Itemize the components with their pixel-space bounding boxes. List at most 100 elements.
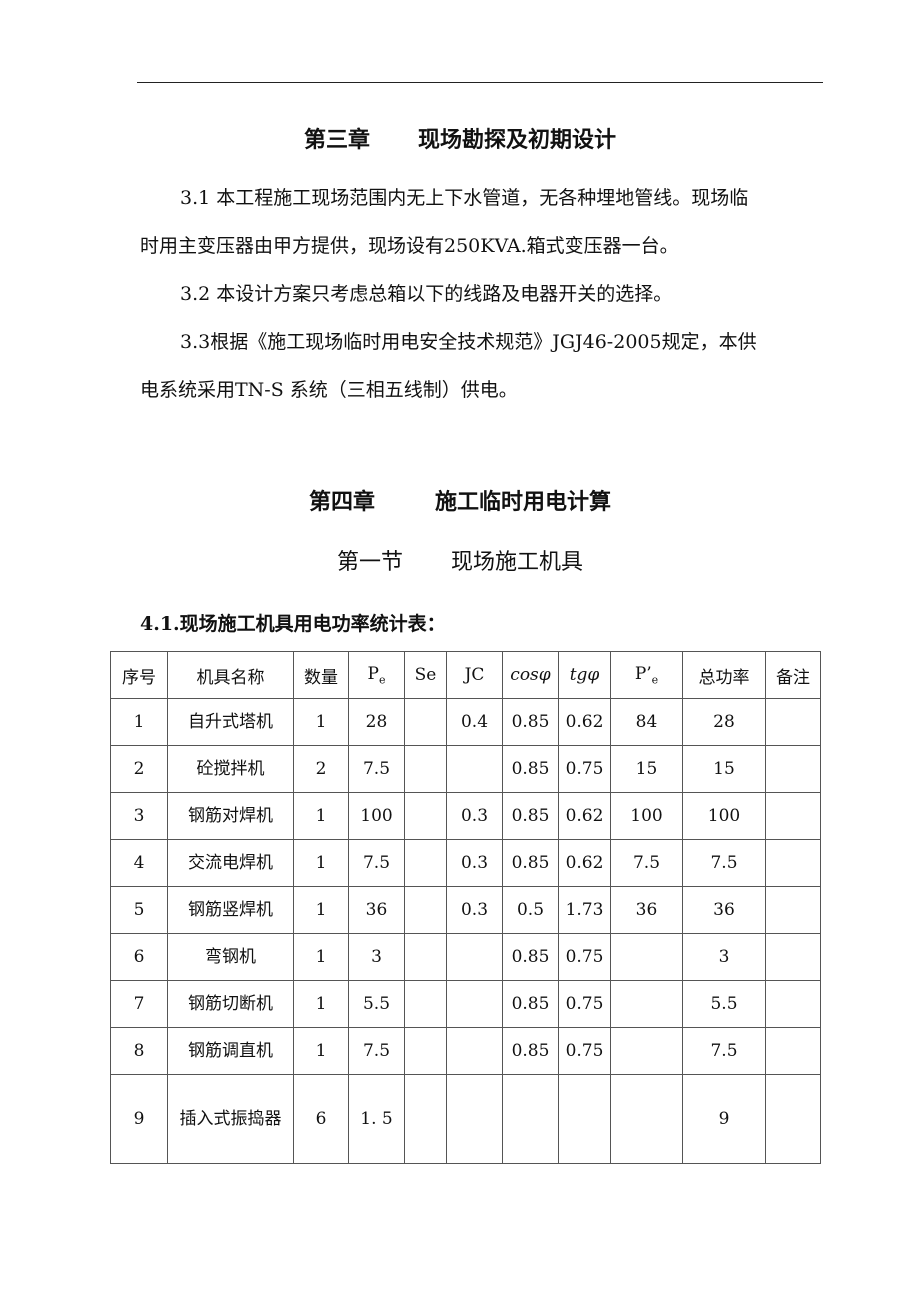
table-row: 8 钢筋调直机 1 7.5 0.85 0.75 7.5 [110, 1027, 821, 1075]
table-cell [446, 980, 503, 1028]
table-cell: 0.62 [558, 792, 611, 840]
table-cell: 9 [682, 1074, 766, 1164]
para-3-1-line1: 3.1 本工程施工现场范围内无上下水管道，无各种埋地管线。现场临 [180, 187, 749, 209]
table-cell: 0.3 [446, 839, 503, 887]
table-row: 7 钢筋切断机 1 5.5 0.85 0.75 5.5 [110, 980, 821, 1028]
para-3-3-line1: 3.3根据《施工现场临时用电安全技术规范》JGJ46-2005规定，本供 [180, 331, 757, 353]
table-cell [446, 745, 503, 793]
table-cell [404, 698, 447, 746]
table-cell: 3 [348, 933, 405, 981]
table-cell: 100 [682, 792, 766, 840]
table-cell: 7.5 [682, 839, 766, 887]
table-caption: 4.1.现场施工机具用电功率统计表： [140, 613, 446, 635]
table-cell: 1.73 [558, 886, 611, 934]
table-cell: 0.3 [446, 886, 503, 934]
table-cell: 9 [110, 1074, 168, 1164]
header-cell: JC [446, 651, 503, 699]
table-cell [404, 745, 447, 793]
section-title: 第一节 现场施工机具 [336, 550, 584, 575]
table-row: 3 钢筋对焊机 1 100 0.3 0.85 0.62 100 100 [110, 792, 821, 840]
table-cell: 0.85 [502, 980, 559, 1028]
table-cell: 弯钢机 [167, 933, 294, 981]
table-cell: 0.85 [502, 745, 559, 793]
table-cell: 7.5 [348, 1027, 405, 1075]
table-cell: 84 [610, 698, 683, 746]
table-cell: 7.5 [682, 1027, 766, 1075]
table-cell: 5.5 [348, 980, 405, 1028]
table-cell [610, 980, 683, 1028]
header-cell: 机具名称 [167, 651, 294, 699]
header-cell: Se [404, 651, 447, 699]
table-cell: 钢筋对焊机 [167, 792, 294, 840]
table-cell [446, 933, 503, 981]
table-cell: 1 [293, 792, 349, 840]
table-cell [765, 839, 821, 887]
header-cell: tgφ [558, 651, 611, 699]
table-cell: 钢筋切断机 [167, 980, 294, 1028]
table-cell: 0.75 [558, 933, 611, 981]
header-cell: cosφ [502, 651, 559, 699]
table-cell [404, 886, 447, 934]
table-cell [446, 1027, 503, 1075]
table-cell [765, 886, 821, 934]
table-header-row: 序号 机具名称 数量 Pe Se JC cosφ tgφ P’e 总功率 备注 [110, 651, 821, 699]
table-cell: 1 [293, 980, 349, 1028]
table-cell: 0.75 [558, 980, 611, 1028]
table-cell: 3 [682, 933, 766, 981]
table-cell [558, 1074, 611, 1164]
table-cell [765, 745, 821, 793]
table-cell: 6 [293, 1074, 349, 1164]
table-cell [446, 1074, 503, 1164]
para-3-2: 3.2 本设计方案只考虑总箱以下的线路及电器开关的选择。 [180, 283, 673, 305]
table-cell [502, 1074, 559, 1164]
table-cell: 0.75 [558, 1027, 611, 1075]
table-cell: 36 [682, 886, 766, 934]
para-3-3-line2: 电系统采用TN-S 系统（三相五线制）供电。 [140, 379, 518, 401]
table-cell [765, 1074, 821, 1164]
table-cell: 5.5 [682, 980, 766, 1028]
table-cell: 自升式塔机 [167, 698, 294, 746]
table-cell: 砼搅拌机 [167, 745, 294, 793]
table-row: 1 自升式塔机 1 28 0.4 0.85 0.62 84 28 [110, 698, 821, 746]
table-cell [765, 698, 821, 746]
table-cell: 36 [610, 886, 683, 934]
table-cell [404, 1074, 447, 1164]
table-cell [610, 933, 683, 981]
equipment-power-table: 序号 机具名称 数量 Pe Se JC cosφ tgφ P’e 总功率 备注 … [110, 651, 821, 1164]
table-cell: 7.5 [610, 839, 683, 887]
table-cell: 钢筋竖焊机 [167, 886, 294, 934]
chapter4-title: 第四章 施工临时用电计算 [308, 489, 612, 515]
table-cell: 0.62 [558, 839, 611, 887]
header-rule [137, 82, 823, 83]
header-cell: 备注 [765, 651, 821, 699]
table-cell: 7.5 [348, 745, 405, 793]
table-cell: 0.75 [558, 745, 611, 793]
table-cell: 0.85 [502, 1027, 559, 1075]
table-cell [404, 980, 447, 1028]
table-cell: 0.85 [502, 792, 559, 840]
table-cell [610, 1074, 683, 1164]
table-cell: 0.85 [502, 933, 559, 981]
table-cell: 8 [110, 1027, 168, 1075]
table-cell: 0.85 [502, 839, 559, 887]
table-cell [765, 1027, 821, 1075]
table-cell: 2 [293, 745, 349, 793]
table-cell: 0.3 [446, 792, 503, 840]
table-cell: 0.4 [446, 698, 503, 746]
table-cell: 1 [293, 839, 349, 887]
table-cell: 15 [682, 745, 766, 793]
table-cell: 2 [110, 745, 168, 793]
table-cell: 交流电焊机 [167, 839, 294, 887]
table-cell: 0.62 [558, 698, 611, 746]
table-row: 5 钢筋竖焊机 1 36 0.3 0.5 1.73 36 36 [110, 886, 821, 934]
table-cell [404, 1027, 447, 1075]
table-cell [765, 792, 821, 840]
table-cell: 1. 5 [348, 1074, 405, 1164]
table-row: 6 弯钢机 1 3 0.85 0.75 3 [110, 933, 821, 981]
table-cell: 28 [682, 698, 766, 746]
table-row: 4 交流电焊机 1 7.5 0.3 0.85 0.62 7.5 7.5 [110, 839, 821, 887]
table-cell: 钢筋调直机 [167, 1027, 294, 1075]
table-cell: 1 [293, 698, 349, 746]
table-row: 2 砼搅拌机 2 7.5 0.85 0.75 15 15 [110, 745, 821, 793]
table-cell: 7 [110, 980, 168, 1028]
